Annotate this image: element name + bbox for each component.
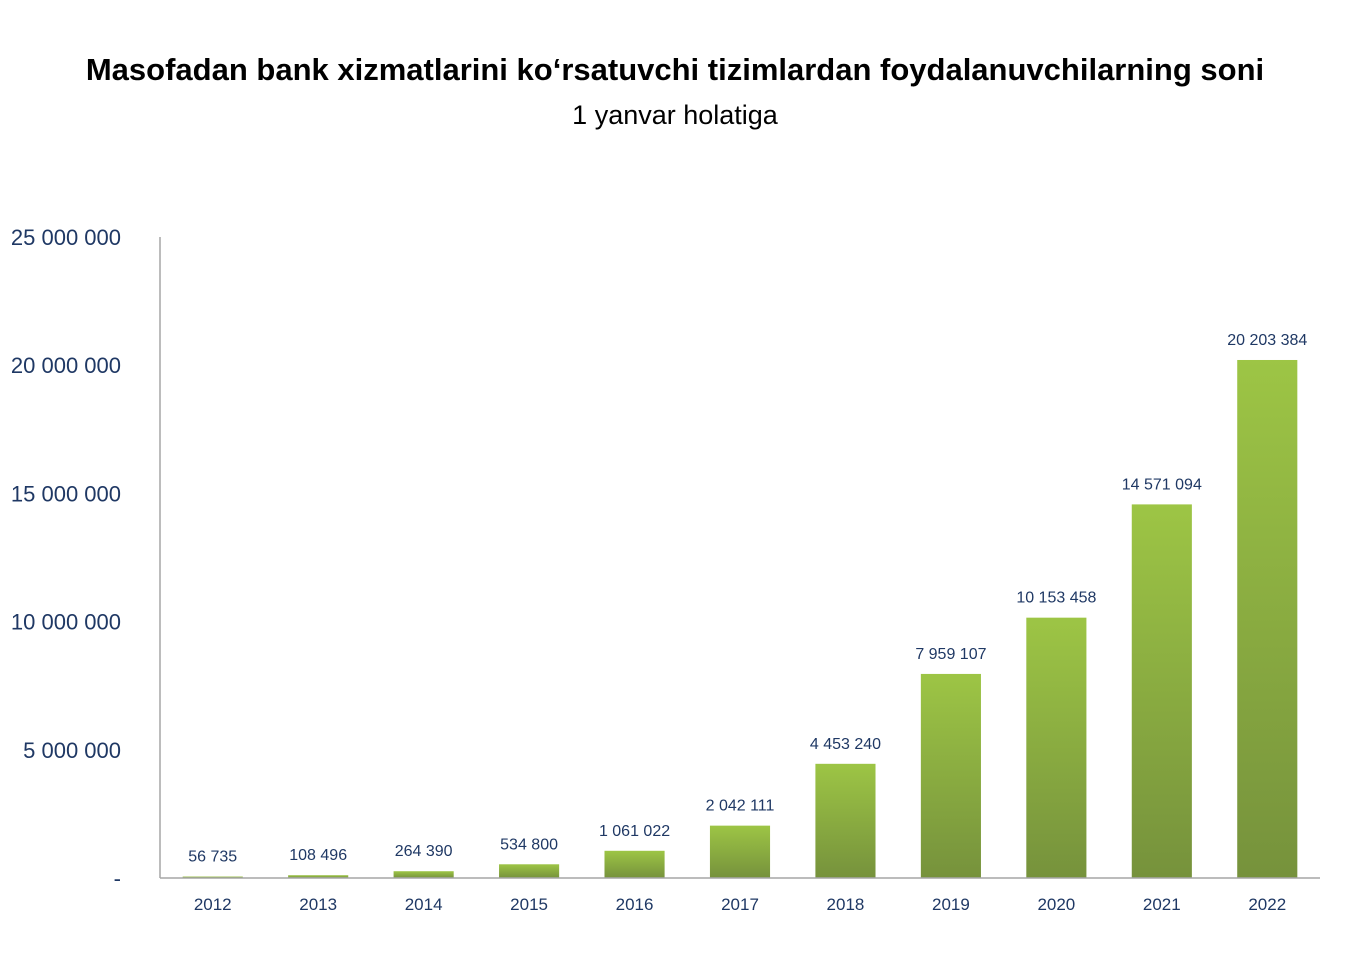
bar-2014	[393, 871, 454, 878]
data-label-2016: 1 061 022	[599, 823, 670, 840]
bar-2013	[288, 875, 349, 878]
bar-2017	[709, 825, 771, 878]
y-tick-label: 20 000 000	[11, 353, 121, 378]
data-label-2014: 264 390	[395, 843, 453, 860]
bar-2022	[1237, 359, 1298, 878]
bar-2020	[1026, 617, 1087, 878]
data-label-2013: 108 496	[289, 847, 347, 864]
data-label-2018: 4 453 240	[810, 736, 881, 753]
data-label-2019: 7 959 107	[915, 646, 986, 663]
y-tick-label: 25 000 000	[11, 225, 121, 250]
data-label-2015: 534 800	[500, 836, 558, 853]
bar-2015	[499, 864, 560, 878]
y-tick-label: -	[114, 866, 121, 891]
data-label-2020: 10 153 458	[1016, 590, 1096, 607]
chart-subtitle: 1 yanvar holatiga	[572, 100, 778, 130]
data-label-2021: 14 571 094	[1122, 476, 1202, 493]
x-tick-label-2020: 2020	[1037, 895, 1075, 914]
bar-2019	[920, 673, 981, 878]
y-tick-label: 5 000 000	[23, 738, 121, 763]
bar-2018	[815, 763, 876, 878]
x-tick-label-2022: 2022	[1248, 895, 1286, 914]
data-label-2012: 56 735	[188, 849, 237, 866]
x-tick-label-2015: 2015	[510, 895, 548, 914]
bar-2016	[604, 850, 665, 878]
chart-title: Masofadan bank xizmatlarini ko‘rsatuvchi…	[85, 52, 1265, 87]
x-tick-label-2012: 2012	[194, 895, 232, 914]
y-tick-label: 15 000 000	[11, 481, 121, 506]
y-tick-label: 10 000 000	[11, 610, 121, 635]
bar-2021	[1131, 504, 1192, 878]
x-tick-label-2017: 2017	[721, 895, 759, 914]
x-tick-label-2019: 2019	[932, 895, 970, 914]
x-tick-label-2021: 2021	[1143, 895, 1181, 914]
data-label-2022: 20 203 384	[1227, 332, 1307, 349]
x-tick-label-2018: 2018	[827, 895, 865, 914]
x-tick-label-2013: 2013	[299, 895, 337, 914]
x-tick-label-2016: 2016	[616, 895, 654, 914]
data-label-2017: 2 042 111	[706, 798, 775, 815]
x-tick-label-2014: 2014	[405, 895, 443, 914]
